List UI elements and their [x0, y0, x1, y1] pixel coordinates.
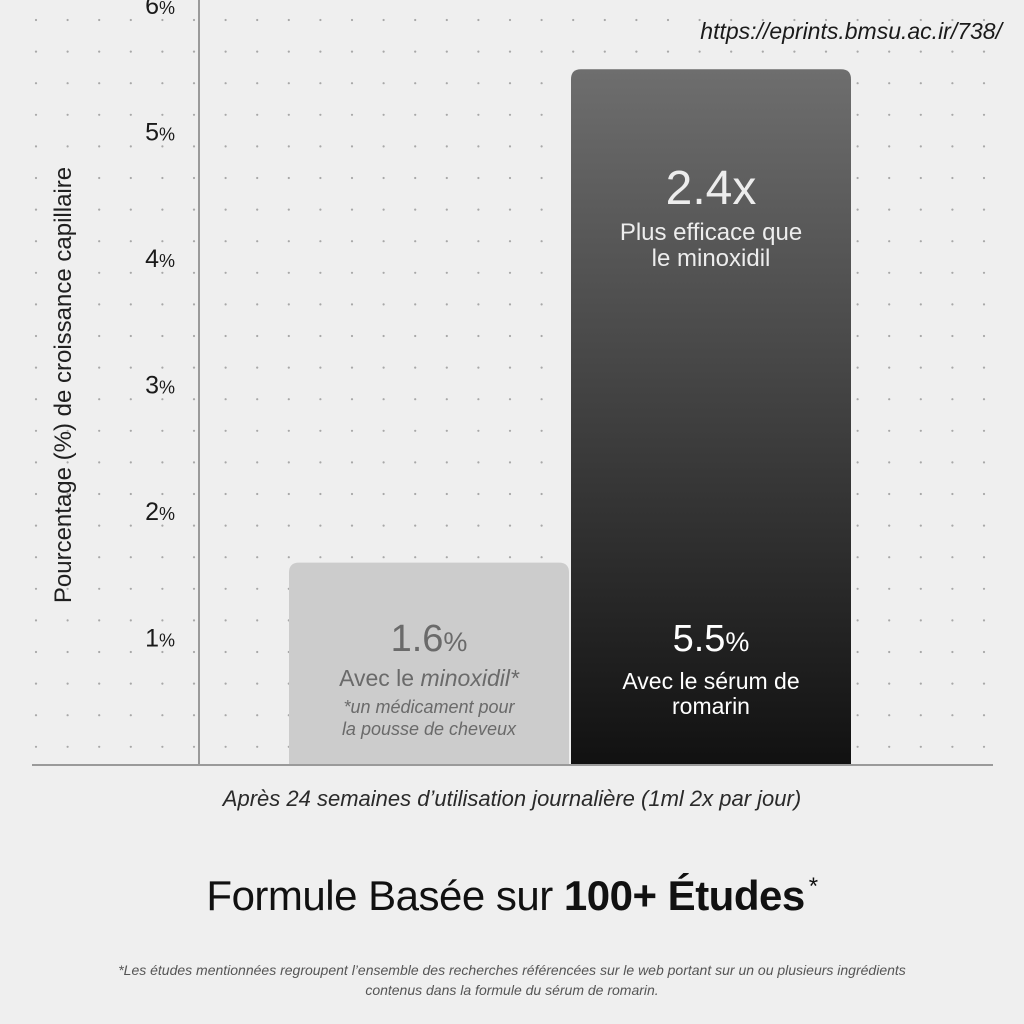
y-tick-label-2: 3% — [145, 372, 175, 400]
bar-rosemary-label-1: romarin — [672, 693, 750, 719]
bar-labels: 1.6% Avec le minoxidil* *un médicament pou… — [339, 162, 802, 739]
headline-bold: 100+ Études — [563, 872, 805, 919]
bar-rosemary-multiplier-note-1: le minoxidil — [652, 245, 771, 272]
bar-rosemary — [571, 69, 851, 765]
bar-minoxidil-value-label: 1.6% — [391, 618, 468, 660]
y-tick-label-5: 6% — [145, 0, 175, 20]
headline: Formule Basée sur 100+ Études * — [0, 872, 1024, 920]
bar-rosemary-multiplier: 2.4x — [666, 162, 757, 215]
y-tick-label-0: 1% — [145, 625, 175, 653]
y-axis-label: Pourcentage (%) de croissance capillaire — [50, 166, 77, 604]
bar-minoxidil — [289, 562, 569, 765]
x-axis-caption: Après 24 semaines d’utilisation journali… — [222, 786, 802, 811]
bar-minoxidil-note-0: *un médicament pour — [343, 697, 515, 717]
y-tick-label-3: 4% — [145, 245, 175, 273]
headline-normal: Formule Basée sur — [206, 872, 564, 919]
y-tick-label-1: 2% — [145, 498, 175, 526]
footnote: *Les études mentionnées regroupent l’ens… — [118, 962, 906, 998]
bar-minoxidil-note-1: la pousse de cheveux — [342, 719, 517, 739]
bar-rosemary-value-label: 5.5% — [673, 618, 750, 660]
bar-rosemary-label-0: Avec le sérum de — [622, 668, 799, 694]
y-tick-label-4: 5% — [145, 119, 175, 147]
y-tick-labels: 1% 2% 3% 4% 5% 6% — [145, 0, 175, 653]
bar-minoxidil-label: Avec le minoxidil* — [339, 665, 520, 691]
headline-asterisk: * — [808, 873, 818, 900]
bar-rosemary-multiplier-note-0: Plus efficace que — [620, 219, 802, 246]
source-url: https://eprints.bmsu.ac.ir/738/ — [700, 18, 1002, 44]
bars — [289, 69, 851, 765]
